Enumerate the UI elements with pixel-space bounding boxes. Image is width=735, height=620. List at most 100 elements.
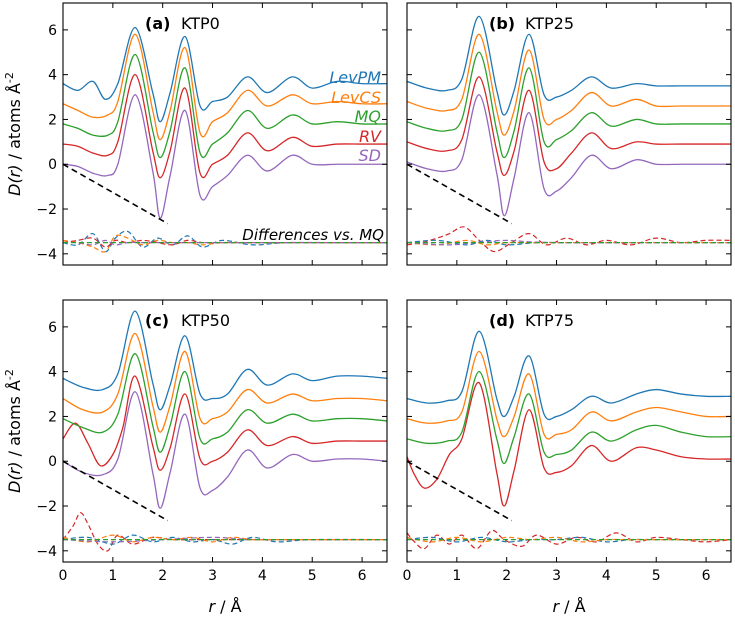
diff-line-levcs bbox=[63, 534, 387, 543]
y-axis-title: D(r) / atoms Å-2 bbox=[3, 72, 24, 196]
series-line-mq bbox=[63, 53, 387, 159]
series-line-levcs bbox=[407, 33, 731, 136]
x-tick-label: 6 bbox=[702, 568, 711, 584]
panel-name: KTP50 bbox=[181, 311, 230, 330]
series-line-sd bbox=[63, 391, 387, 509]
panel-frame bbox=[406, 299, 732, 563]
y-tick-label: 6 bbox=[48, 23, 57, 39]
y-tick-label: 4 bbox=[48, 68, 57, 84]
x-axis-var: r bbox=[208, 597, 216, 616]
reference-line bbox=[63, 163, 169, 225]
series-line-levcs bbox=[63, 33, 387, 141]
diff-line-levpm bbox=[63, 534, 387, 545]
plot-area bbox=[407, 15, 731, 253]
plot-area bbox=[63, 310, 387, 552]
panel-letter: (a) bbox=[145, 14, 170, 33]
series-line-levpm bbox=[407, 330, 731, 421]
y-tick-label: −2 bbox=[36, 499, 57, 515]
series-line-levpm bbox=[63, 310, 387, 411]
series-line-rv bbox=[407, 76, 731, 177]
x-tick-label: 3 bbox=[552, 568, 561, 584]
y-tick-label: 0 bbox=[48, 157, 57, 173]
y-axis-unit: / atoms Å bbox=[5, 380, 24, 461]
series-line-rv bbox=[63, 375, 387, 471]
series-line-rv bbox=[407, 382, 731, 507]
legend-label-sd: SD bbox=[359, 146, 381, 165]
y-axis-unit-sup: -2 bbox=[3, 72, 16, 83]
panel-ktp75: 0 1 2 3 4 5 6 (d) KTP75 bbox=[403, 299, 732, 584]
x-tick-label: 2 bbox=[158, 568, 167, 584]
x-axis-title: r / Å bbox=[208, 597, 241, 616]
y-tick-label: −4 bbox=[36, 247, 57, 263]
panel-letter: (d) bbox=[489, 311, 515, 330]
diff-line-levcs bbox=[63, 234, 387, 253]
panel-frame bbox=[62, 299, 388, 563]
legend-label-levpm: LevPM bbox=[329, 68, 381, 87]
series-line-levpm bbox=[63, 26, 387, 123]
legend-label-mq: MQ bbox=[355, 107, 381, 126]
series-line-sd bbox=[407, 94, 731, 217]
x-tick-label: 4 bbox=[258, 568, 267, 584]
x-tick-label: 0 bbox=[403, 568, 412, 584]
series-line-rv bbox=[63, 74, 387, 179]
plot-area bbox=[407, 330, 731, 550]
reference-line bbox=[407, 163, 513, 225]
diff-line-levcs bbox=[407, 536, 731, 543]
diff-line-rv bbox=[407, 529, 731, 550]
diff-line-sd bbox=[63, 536, 387, 543]
x-tick-label: 6 bbox=[358, 568, 367, 584]
diff-line-sd bbox=[63, 239, 387, 246]
x-axis-unit: / Å bbox=[215, 597, 242, 616]
x-axis-var: r bbox=[552, 597, 560, 616]
y-axis-unit-sup: -2 bbox=[3, 369, 16, 380]
y-tick-label: 6 bbox=[48, 320, 57, 336]
x-tick-label: 1 bbox=[108, 568, 117, 584]
panel-letter: (c) bbox=[145, 311, 169, 330]
x-tick-label: 5 bbox=[652, 568, 661, 584]
x-axis-unit: / Å bbox=[559, 597, 586, 616]
series-line-levcs bbox=[63, 332, 387, 433]
series-line-mq bbox=[407, 51, 731, 159]
differences-label: Differences vs. MQ bbox=[242, 226, 384, 244]
reference-line bbox=[63, 460, 169, 522]
panel-ktp50: 0 1 2 3 4 5 6 −4 −2 0 2 4 6 (c) KTP50 bbox=[36, 299, 388, 584]
x-tick-label: 1 bbox=[452, 568, 461, 584]
x-tick-label: 5 bbox=[308, 568, 317, 584]
y-tick-label: 2 bbox=[48, 112, 57, 128]
panel-frame bbox=[406, 2, 732, 266]
panel-frame bbox=[62, 2, 388, 266]
panel-name: KTP75 bbox=[525, 311, 574, 330]
diff-line-rv bbox=[407, 226, 731, 253]
series-line-sd bbox=[63, 94, 387, 219]
legend-label-levcs: LevCS bbox=[331, 88, 381, 107]
y-axis-var: D(r) bbox=[5, 461, 24, 492]
y-tick-label: −2 bbox=[36, 202, 57, 218]
y-axis-unit: / atoms Å bbox=[5, 83, 24, 164]
diff-line-rv bbox=[63, 512, 387, 552]
panel-ktp25: (b) KTP25 bbox=[406, 2, 732, 266]
y-tick-label: −4 bbox=[36, 544, 57, 560]
series-line-levpm bbox=[407, 15, 731, 116]
ticks bbox=[406, 300, 731, 562]
ticks bbox=[62, 3, 387, 265]
y-axis-var: D(r) bbox=[5, 164, 24, 195]
panel-name: KTP0 bbox=[181, 14, 220, 33]
ticks bbox=[62, 300, 387, 562]
x-tick-label: 2 bbox=[502, 568, 511, 584]
plot-area bbox=[63, 26, 387, 253]
x-tick-label: 3 bbox=[208, 568, 217, 584]
diff-line-rv bbox=[63, 237, 387, 248]
series-line-mq bbox=[407, 371, 731, 465]
series-line-mq bbox=[63, 353, 387, 453]
reference-line bbox=[407, 460, 513, 522]
y-tick-label: 0 bbox=[48, 454, 57, 470]
y-tick-label: 2 bbox=[48, 409, 57, 425]
series-line-levcs bbox=[407, 350, 731, 440]
panel-name: KTP25 bbox=[525, 14, 574, 33]
y-tick-label: 4 bbox=[48, 365, 57, 381]
x-axis-title: r / Å bbox=[552, 597, 585, 616]
legend-label-rv: RV bbox=[359, 127, 382, 146]
